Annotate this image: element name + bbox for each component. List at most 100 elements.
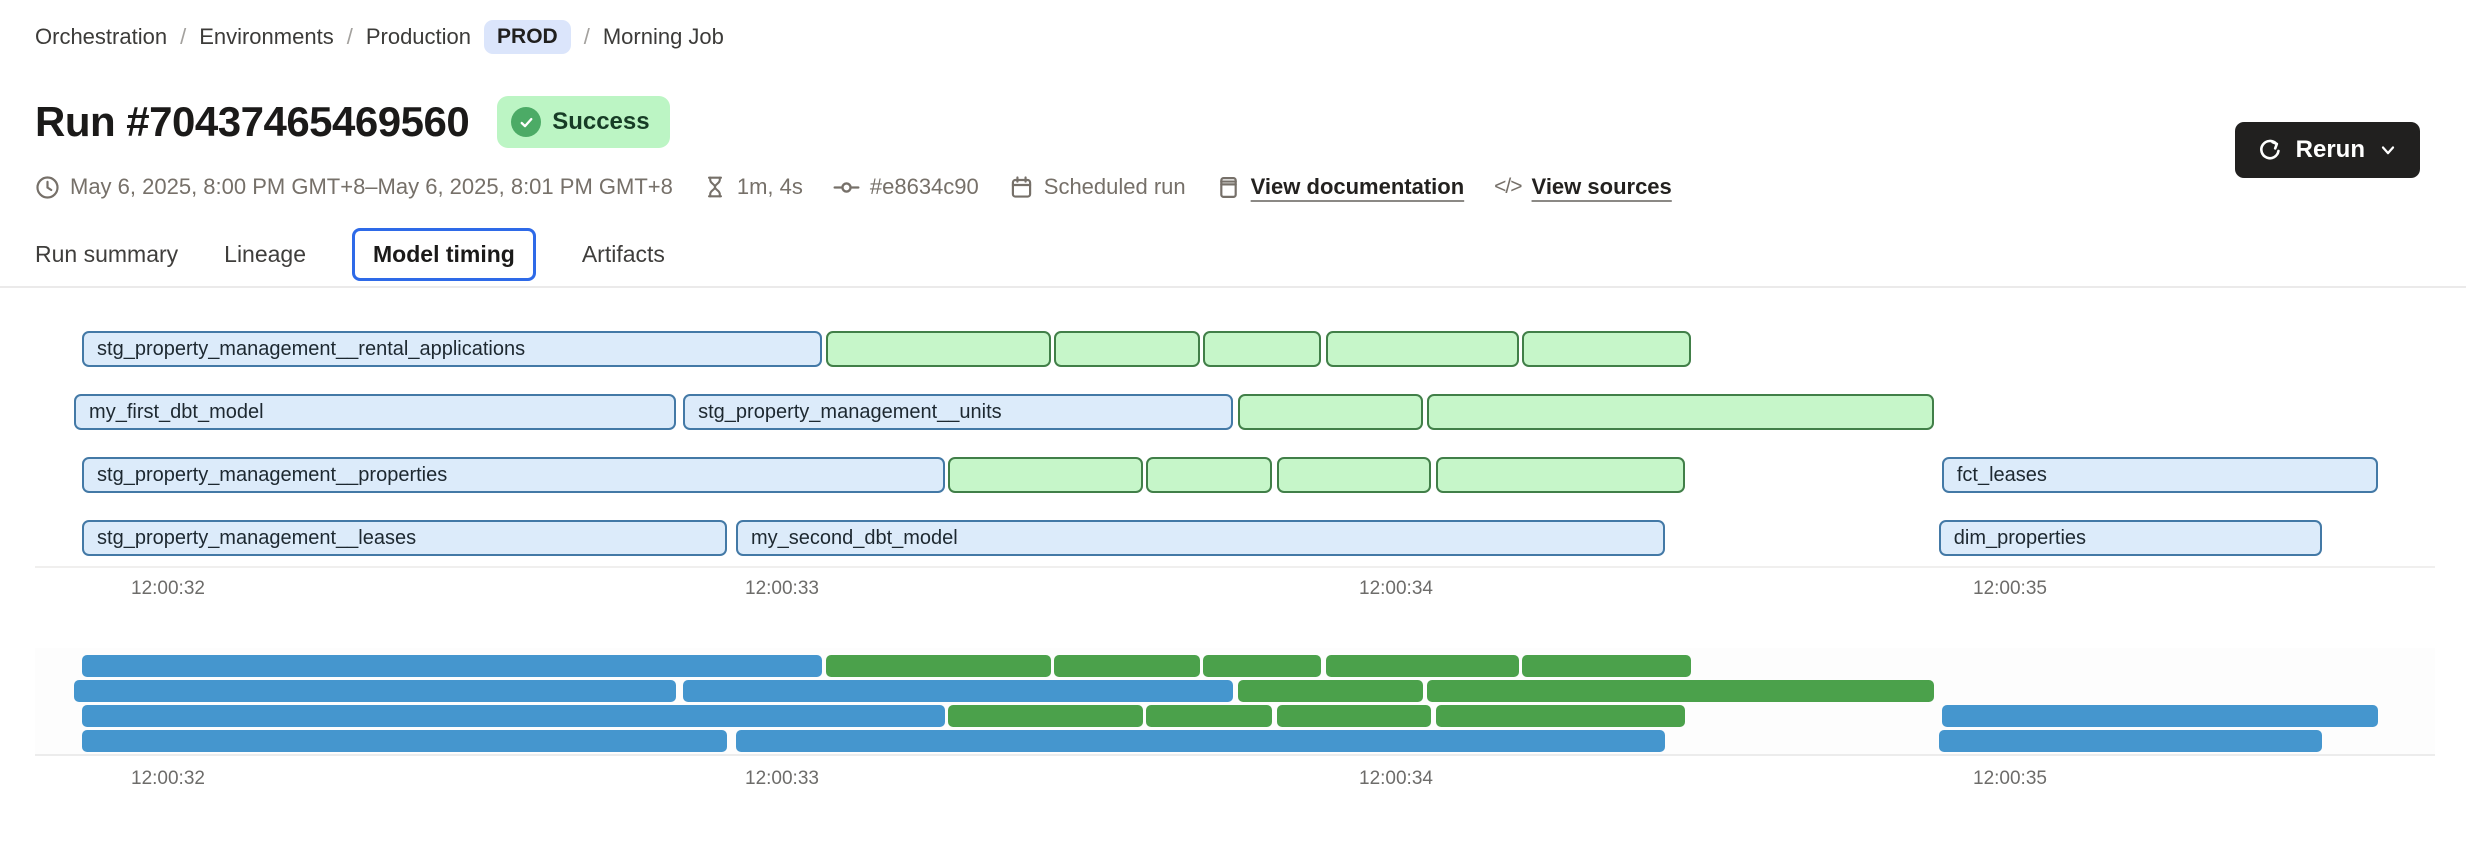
- code-icon: </>: [1494, 175, 1522, 198]
- minimap-bar-stg_property_management__leases[interactable]: [82, 730, 727, 752]
- minimap-bar-stg_property_management__units[interactable]: [683, 680, 1233, 702]
- time-tick-label: 12:00:35: [1973, 578, 2047, 599]
- minimap-bar[interactable]: [947, 705, 1144, 727]
- gantt-bar[interactable]: [947, 457, 1144, 493]
- commit-hash: #e8634c90: [833, 174, 979, 201]
- model-timing-gantt: stg_property_management__rental_applicat…: [35, 318, 2435, 568]
- run-duration-text: 1m, 4s: [736, 174, 803, 199]
- breadcrumb-item-production[interactable]: Production: [365, 24, 472, 49]
- minimap-bar[interactable]: [826, 655, 1051, 677]
- gantt-bar[interactable]: [1521, 331, 1691, 367]
- minimap-row-1: [35, 655, 2435, 677]
- commit-icon: [833, 174, 860, 201]
- gantt-row-2: my_first_dbt_model stg_property_managemen…: [35, 394, 2435, 430]
- time-tick-label: 12:00:35: [1973, 768, 2047, 789]
- tab-bar-divider: [0, 286, 2466, 288]
- gantt-bar-label: stg_property_management__leases: [97, 526, 417, 549]
- view-documentation-link[interactable]: View documentation: [1250, 174, 1465, 199]
- minimap-bar[interactable]: [1203, 655, 1322, 677]
- run-trigger-text: Scheduled run: [1043, 174, 1186, 199]
- rerun-button-label: Rerun: [2295, 136, 2365, 163]
- gantt-bar-my_second_dbt_model[interactable]: my_second_dbt_model: [735, 520, 1665, 556]
- time-tick-label: 12:00:33: [745, 768, 819, 789]
- gantt-bar[interactable]: [1203, 331, 1322, 367]
- run-time-range: May 6, 2025, 8:00 PM GMT+8–May 6, 2025, …: [35, 174, 673, 200]
- minimap-bar-my_first_dbt_model[interactable]: [74, 680, 676, 702]
- gantt-bar-my_first_dbt_model[interactable]: my_first_dbt_model: [74, 394, 676, 430]
- view-sources-link-wrap: </> View sources: [1494, 174, 1672, 200]
- gantt-bar-dim_properties[interactable]: dim_properties: [1938, 520, 2322, 556]
- chevron-down-icon: [2378, 140, 2398, 160]
- time-tick-label: 12:00:34: [1359, 768, 1433, 789]
- breadcrumb-item-morning-job[interactable]: Morning Job: [602, 24, 724, 49]
- timing-minimap[interactable]: [35, 648, 2435, 756]
- gantt-bar[interactable]: [1325, 331, 1519, 367]
- gantt-bar-stg_property_management__units[interactable]: stg_property_management__units: [683, 394, 1233, 430]
- tab-bar: Run summary Lineage Model timing Artifac…: [35, 224, 665, 284]
- document-icon: [1216, 175, 1241, 200]
- status-badge: Success: [497, 96, 670, 148]
- gantt-bar[interactable]: [1435, 457, 1686, 493]
- breadcrumb-separator: /: [180, 24, 187, 49]
- minimap-bar-stg_property_management__properties[interactable]: [82, 705, 945, 727]
- minimap-bar[interactable]: [1238, 680, 1423, 702]
- tab-run-summary[interactable]: Run summary: [35, 240, 179, 267]
- minimap-row-4: [35, 730, 2435, 752]
- minimap-bar[interactable]: [1521, 655, 1691, 677]
- minimap-bar[interactable]: [1325, 655, 1519, 677]
- environment-badge: PROD: [484, 20, 571, 54]
- page-header: Run #70437465469560 Success: [35, 96, 670, 148]
- tab-artifacts[interactable]: Artifacts: [581, 240, 665, 267]
- run-meta-row: May 6, 2025, 8:00 PM GMT+8–May 6, 2025, …: [35, 168, 1672, 206]
- view-documentation-link-wrap: View documentation: [1216, 174, 1465, 200]
- gantt-row-1: stg_property_management__rental_applicat…: [35, 331, 2435, 367]
- clock-icon: [35, 175, 60, 200]
- gantt-bar-stg_property_management__leases[interactable]: stg_property_management__leases: [82, 520, 727, 556]
- time-tick-label: 12:00:32: [131, 768, 205, 789]
- gantt-bar[interactable]: [1053, 331, 1201, 367]
- page-title: Run #70437465469560: [35, 98, 470, 145]
- minimap-bar-stg_property_management__rental_applications[interactable]: [82, 655, 822, 677]
- gantt-bar-fct_leases[interactable]: fct_leases: [1941, 457, 2378, 493]
- gantt-bar[interactable]: [826, 331, 1051, 367]
- minimap-bar-fct_leases[interactable]: [1941, 705, 2378, 727]
- gantt-bar[interactable]: [1238, 394, 1423, 430]
- time-tick-label: 12:00:33: [745, 578, 819, 599]
- gantt-bar-label: stg_property_management__rental_applicat…: [97, 337, 526, 360]
- minimap-bar[interactable]: [1426, 680, 1934, 702]
- breadcrumb-item-orchestration[interactable]: Orchestration: [35, 24, 168, 49]
- calendar-icon: [1009, 175, 1034, 200]
- status-badge-label: Success: [552, 108, 650, 135]
- minimap-bar[interactable]: [1276, 705, 1431, 727]
- minimap-bar[interactable]: [1146, 705, 1272, 727]
- gantt-time-axis: 12:00:32 12:00:33 12:00:34 12:00:35: [35, 578, 2435, 602]
- time-tick-label: 12:00:32: [131, 578, 205, 599]
- tab-lineage[interactable]: Lineage: [224, 240, 307, 267]
- gantt-bar-label: fct_leases: [1956, 463, 2047, 486]
- breadcrumb: Orchestration / Environments / Productio…: [35, 20, 724, 54]
- gantt-bar-stg_property_management__properties[interactable]: stg_property_management__properties: [82, 457, 945, 493]
- view-sources-link[interactable]: View sources: [1531, 174, 1672, 199]
- gantt-bar[interactable]: [1146, 457, 1272, 493]
- minimap-time-axis: 12:00:32 12:00:33 12:00:34 12:00:35: [35, 768, 2435, 792]
- gantt-bar-label: dim_properties: [1953, 526, 2087, 549]
- gantt-bar[interactable]: [1276, 457, 1431, 493]
- minimap-bar-my_second_dbt_model[interactable]: [735, 730, 1665, 752]
- gantt-bar-label: stg_property_management__units: [698, 400, 1002, 423]
- run-trigger: Scheduled run: [1009, 174, 1186, 200]
- minimap-row-3: [35, 705, 2435, 727]
- breadcrumb-item-environments[interactable]: Environments: [199, 24, 334, 49]
- gantt-bar[interactable]: [1426, 394, 1934, 430]
- breadcrumb-separator: /: [346, 24, 353, 49]
- breadcrumb-separator: /: [583, 24, 590, 49]
- gantt-bar-stg_property_management__rental_applications[interactable]: stg_property_management__rental_applicat…: [82, 331, 822, 367]
- gantt-row-3: stg_property_management__properties fct_l…: [35, 457, 2435, 493]
- rerun-button[interactable]: Rerun: [2234, 122, 2420, 178]
- minimap-bar[interactable]: [1435, 705, 1686, 727]
- tab-model-timing[interactable]: Model timing: [352, 227, 536, 281]
- minimap-bar-dim_properties[interactable]: [1938, 730, 2322, 752]
- gantt-bar-label: stg_property_management__properties: [97, 463, 448, 486]
- minimap-bar[interactable]: [1053, 655, 1201, 677]
- refresh-icon: [2257, 137, 2283, 163]
